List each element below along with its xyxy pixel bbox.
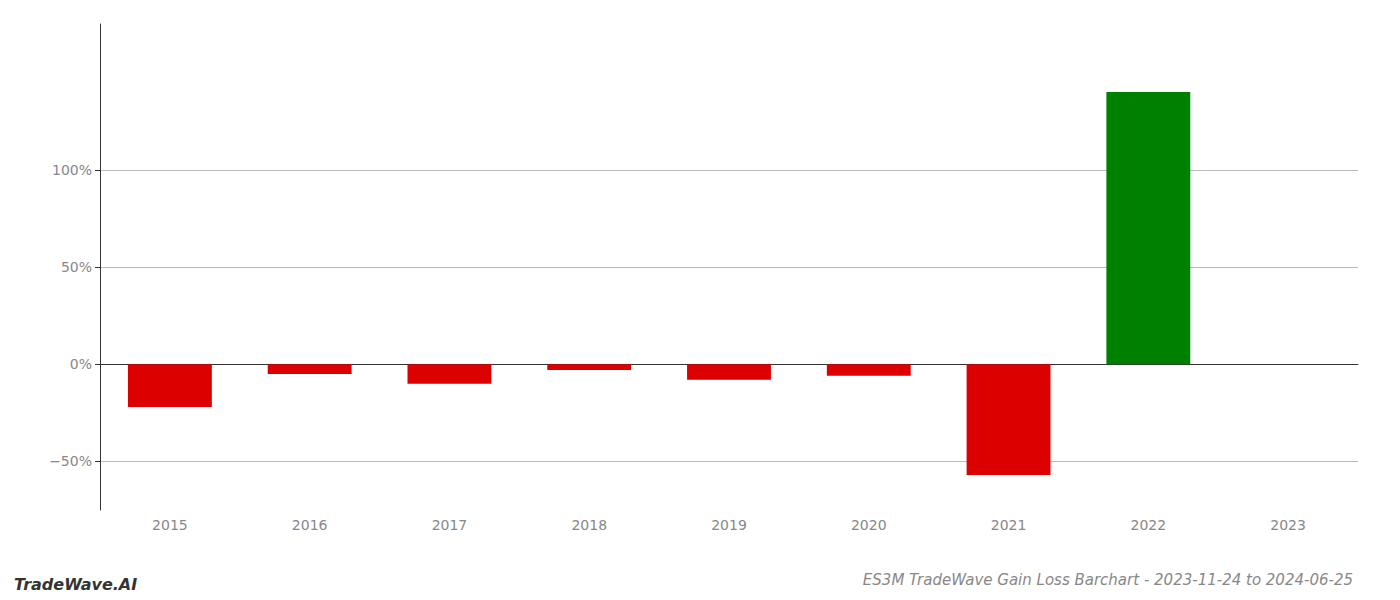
svg-text:0%: 0%	[70, 356, 92, 372]
svg-text:2023: 2023	[1270, 517, 1306, 533]
svg-text:−50%: −50%	[49, 453, 92, 469]
svg-text:100%: 100%	[52, 162, 92, 178]
svg-text:2021: 2021	[991, 517, 1027, 533]
svg-text:2020: 2020	[851, 517, 887, 533]
svg-text:2015: 2015	[152, 517, 188, 533]
svg-text:TradeWave.AI: TradeWave.AI	[14, 575, 137, 594]
svg-text:2019: 2019	[711, 517, 747, 533]
svg-text:2016: 2016	[292, 517, 328, 533]
svg-text:50%: 50%	[61, 259, 92, 275]
svg-text:2022: 2022	[1131, 517, 1167, 533]
svg-text:2018: 2018	[571, 517, 607, 533]
svg-text:ES3M TradeWave Gain Loss Barch: ES3M TradeWave Gain Loss Barchart - 2023…	[863, 571, 1353, 589]
svg-text:2017: 2017	[432, 517, 468, 533]
